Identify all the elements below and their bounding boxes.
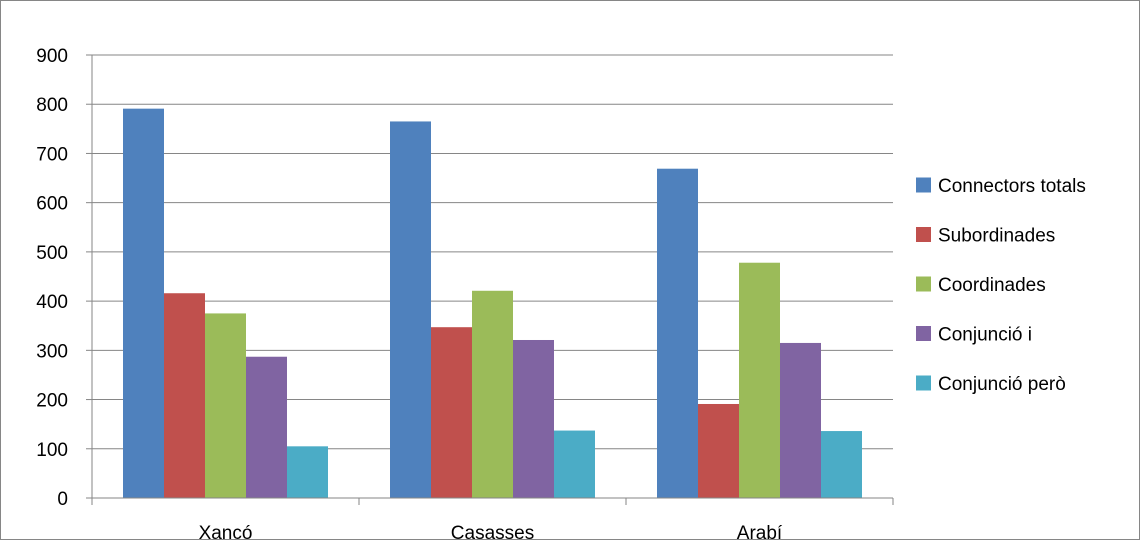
legend-swatch xyxy=(916,276,931,292)
legend-label: Coordinades xyxy=(938,275,1046,296)
y-tick-label: 100 xyxy=(36,440,68,461)
y-tick-label: 200 xyxy=(36,391,68,412)
legend-label: Conjunció i xyxy=(938,325,1032,346)
bar-conjunci-per--casasses xyxy=(554,430,595,498)
y-tick-label: 800 xyxy=(36,95,68,116)
bar-coordinades-casasses xyxy=(472,290,513,498)
y-tick-label: 600 xyxy=(36,194,68,215)
bar-connectors-totals-arab- xyxy=(657,168,698,498)
legend: Connectors totals Subordinades Coordinades… xyxy=(916,176,1086,395)
y-tick-label: 0 xyxy=(57,489,68,510)
legend-swatch xyxy=(916,227,931,242)
bar-connectors-totals-casasses xyxy=(390,121,431,498)
legend-swatch xyxy=(916,326,931,341)
x-category-label: Casasses xyxy=(451,523,534,541)
y-tick-label: 300 xyxy=(36,341,68,362)
legend-label: Connectors totals xyxy=(938,176,1086,197)
bar-conjunci-i-casasses xyxy=(513,339,554,498)
bar-coordinades-arab- xyxy=(739,262,780,498)
legend-label: Conjunció però xyxy=(938,374,1066,395)
legend-swatch xyxy=(916,177,931,193)
bar-conjunci-per--xanc- xyxy=(287,446,328,498)
bar-subordinades-arab- xyxy=(698,403,739,498)
axes xyxy=(86,54,894,505)
y-tick-label: 900 xyxy=(36,46,68,67)
bars xyxy=(123,108,862,498)
legend-label: Subordinades xyxy=(938,226,1055,247)
x-category-label: Arabí xyxy=(737,523,783,541)
bar-coordinades-xanc- xyxy=(205,313,246,498)
x-category-labels: Xancó Casasses Arabí xyxy=(199,523,783,541)
y-tick-label: 400 xyxy=(36,292,68,313)
bar-conjunci-per--arab- xyxy=(821,431,862,498)
bar-subordinades-xanc- xyxy=(164,293,205,498)
bar-subordinades-casasses xyxy=(431,327,472,498)
bar-conjunci-i-arab- xyxy=(780,342,821,498)
y-tick-labels: 0 100 200 300 400 500 600 700 800 900 xyxy=(36,46,68,510)
bar-connectors-totals-xanc- xyxy=(123,108,164,498)
y-tick-label: 500 xyxy=(36,243,68,264)
y-tick-label: 700 xyxy=(36,144,68,165)
bar-conjunci-i-xanc- xyxy=(246,356,287,498)
x-category-label: Xancó xyxy=(199,523,253,541)
legend-swatch xyxy=(916,375,931,391)
